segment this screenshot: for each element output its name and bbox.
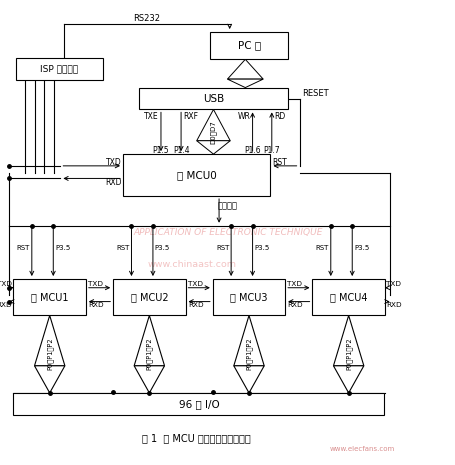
Text: 从 MCU1: 从 MCU1 [31, 292, 68, 302]
Text: TXD: TXD [187, 281, 202, 287]
Polygon shape [233, 366, 263, 393]
Polygon shape [134, 315, 164, 366]
Text: PC 机: PC 机 [237, 40, 260, 51]
Text: P3.5: P3.5 [154, 245, 170, 251]
Text: RS232: RS232 [133, 14, 160, 23]
Text: 主 MCU0: 主 MCU0 [177, 170, 216, 180]
FancyBboxPatch shape [15, 58, 103, 80]
FancyBboxPatch shape [43, 343, 56, 366]
FancyBboxPatch shape [123, 154, 270, 196]
FancyBboxPatch shape [210, 32, 288, 60]
FancyBboxPatch shape [312, 279, 384, 315]
Text: www.chinaast.com: www.chinaast.com [147, 260, 236, 269]
FancyBboxPatch shape [242, 343, 255, 366]
Polygon shape [333, 315, 363, 366]
FancyBboxPatch shape [207, 123, 219, 141]
FancyBboxPatch shape [212, 279, 284, 315]
FancyBboxPatch shape [113, 279, 185, 315]
Text: TXE: TXE [144, 112, 158, 121]
Text: 从 MCU4: 从 MCU4 [329, 292, 367, 302]
Polygon shape [35, 315, 65, 366]
Text: www.elecfans.com: www.elecfans.com [329, 446, 394, 452]
Text: RST: RST [116, 245, 129, 251]
Text: RST: RST [17, 245, 30, 251]
Text: RXD: RXD [88, 302, 104, 308]
Text: TXD: TXD [287, 281, 302, 287]
Text: 从 MCU2: 从 MCU2 [130, 292, 168, 302]
Text: 从 MCU3: 从 MCU3 [230, 292, 267, 302]
Text: RXD: RXD [287, 302, 303, 308]
Text: WR: WR [237, 112, 250, 121]
Text: RXD: RXD [0, 302, 12, 308]
FancyBboxPatch shape [138, 87, 288, 109]
Text: APPLICATION OF ELECTRONIC TECHNIQUE: APPLICATION OF ELECTRONIC TECHNIQUE [133, 228, 322, 237]
FancyBboxPatch shape [342, 343, 354, 366]
Text: 96 路 I/O: 96 路 I/O [178, 399, 219, 409]
Polygon shape [134, 366, 164, 393]
Text: TXD: TXD [385, 281, 400, 287]
FancyBboxPatch shape [14, 393, 384, 415]
Polygon shape [227, 60, 263, 79]
Text: P3.5: P3.5 [254, 245, 269, 251]
Text: 同步信号: 同步信号 [217, 201, 238, 211]
Text: RST: RST [271, 158, 286, 167]
Text: P3.5: P3.5 [55, 245, 70, 251]
Text: D0～D7: D0～D7 [210, 120, 216, 144]
Text: P0，P1，P2: P0，P1，P2 [146, 338, 152, 371]
Text: P1.7: P1.7 [263, 146, 279, 155]
FancyBboxPatch shape [14, 279, 86, 315]
Polygon shape [35, 366, 65, 393]
Polygon shape [196, 109, 230, 141]
FancyBboxPatch shape [238, 68, 252, 79]
Text: P1.6: P1.6 [244, 146, 260, 155]
Polygon shape [333, 366, 363, 393]
Text: P1.5: P1.5 [152, 146, 169, 155]
Text: USB: USB [202, 93, 223, 104]
FancyBboxPatch shape [143, 343, 156, 366]
Text: P0，P1，P2: P0，P1，P2 [46, 338, 53, 371]
Polygon shape [227, 79, 263, 87]
Polygon shape [233, 315, 263, 366]
Text: RXD: RXD [385, 302, 401, 308]
Text: TXD: TXD [0, 281, 12, 287]
Text: RXD: RXD [187, 302, 203, 308]
Text: P3.5: P3.5 [353, 245, 369, 251]
Text: RXD: RXD [105, 178, 121, 186]
Text: P0，P1，P2: P0，P1，P2 [245, 338, 252, 371]
Text: RXF: RXF [183, 112, 198, 121]
Text: 图 1  多 MCU 系统构成的测试平台: 图 1 多 MCU 系统构成的测试平台 [142, 433, 251, 444]
Text: RST: RST [315, 245, 328, 251]
Text: RST: RST [216, 245, 229, 251]
Polygon shape [196, 141, 230, 154]
Text: TXD: TXD [88, 281, 103, 287]
Text: RESET: RESET [301, 88, 328, 98]
Text: TXD: TXD [106, 158, 121, 167]
Text: P0，P1，P2: P0，P1，P2 [344, 338, 351, 371]
Text: RD: RD [273, 112, 285, 121]
Text: ISP 选择开关: ISP 选择开关 [40, 65, 78, 73]
Text: P1.4: P1.4 [172, 146, 189, 155]
